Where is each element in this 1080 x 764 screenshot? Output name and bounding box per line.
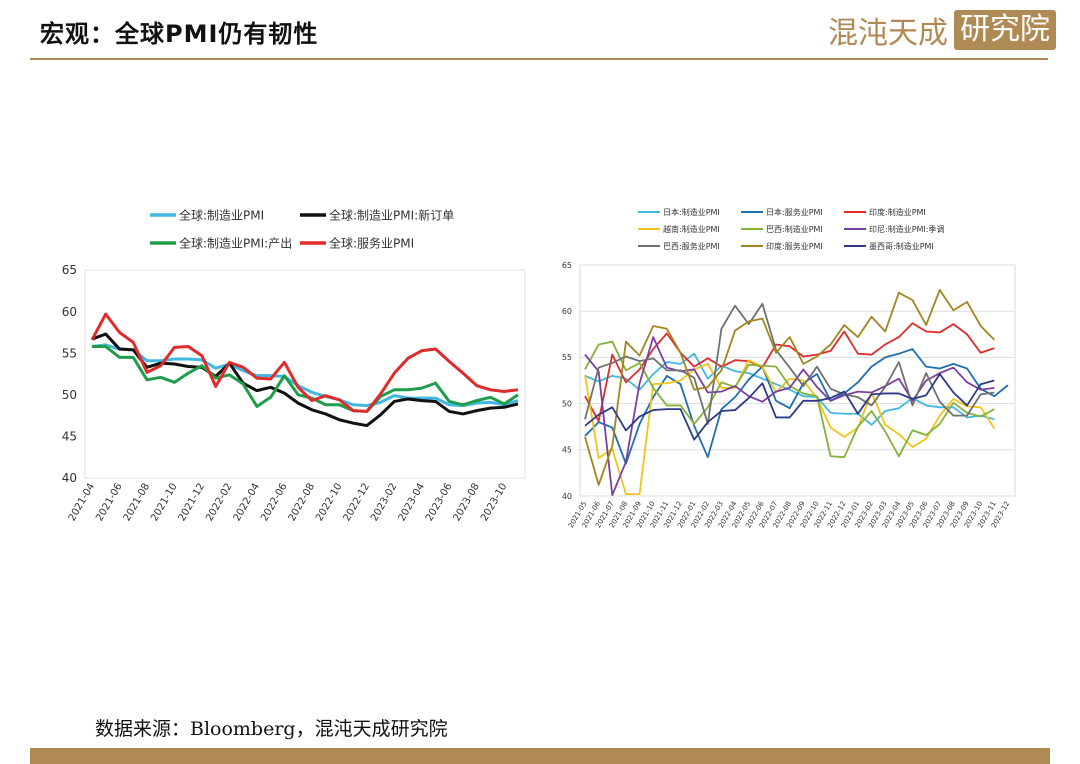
series-line [584, 340, 995, 459]
global-pmi-chart: 40 45 50 55 60 65 2021-042021-062021-082021-10… [62, 207, 526, 524]
legend-label: 巴西:服务业PMI [663, 241, 720, 251]
y-tick-label: 60 [62, 305, 77, 319]
legend-label: 印尼:制造业PMI:季调 [869, 224, 944, 234]
x-tick-label: 2021-06 [94, 482, 124, 524]
series-line [584, 302, 995, 425]
x-tick-label: 2022-10 [314, 482, 344, 524]
x-tick-label: 2022-12 [342, 482, 372, 524]
series-line [584, 336, 995, 496]
legend-label: 全球:服务业PMI [329, 235, 414, 250]
y-tick-label: 45 [62, 430, 77, 444]
y-tick-label: 65 [62, 263, 77, 277]
series-line [91, 332, 519, 428]
series-line [584, 373, 995, 441]
x-tick-label: 2023-08 [452, 482, 482, 524]
legend-label: 全球:制造业PMI:产出 [179, 235, 292, 250]
series-line [584, 289, 995, 486]
series-line [584, 359, 996, 496]
x-tick-label: 2023-10 [479, 482, 509, 524]
series-line [92, 345, 519, 413]
series-line [584, 352, 995, 426]
legend-label: 印度:制造业PMI [869, 207, 926, 217]
x-tick-label: 2023-04 [397, 482, 427, 524]
y-tick-label: 55 [62, 346, 77, 360]
x-tick-label: 2021-12 [177, 482, 207, 524]
y-tick-label: 40 [562, 492, 572, 501]
series-line [584, 322, 995, 423]
y-tick-label: 50 [562, 399, 572, 408]
legend-label: 越南:制造业PMI [663, 224, 720, 234]
y-tick-label: 65 [562, 261, 572, 270]
x-tick-label: 2022-02 [204, 482, 234, 524]
x-tick-label: 2021-08 [122, 482, 152, 524]
x-tick-label: 2022-08 [287, 482, 317, 524]
x-tick-label: 2022-04 [232, 482, 262, 524]
x-tick-label: 2021-10 [149, 482, 179, 524]
page-title: 宏观：全球PMI仍有韧性 [40, 20, 319, 48]
y-tick-label: 60 [562, 307, 572, 316]
x-tick-label: 2021-04 [67, 482, 97, 524]
legend-label: 全球:制造业PMI:新订单 [329, 207, 454, 222]
legend-label: 日本:服务业PMI [766, 207, 823, 217]
x-tick-label: 2023-02 [369, 482, 399, 524]
brand-name: 混沌天成 [828, 16, 948, 51]
legend-label: 日本:制造业PMI [663, 207, 720, 217]
header-divider [30, 58, 1048, 60]
brand-box: 研究院 [954, 10, 1056, 50]
y-tick-label: 40 [62, 471, 77, 485]
x-tick-label: 2022-06 [259, 482, 289, 524]
series-line [584, 348, 1009, 465]
brand-logo: 混沌天成 研究院 [828, 8, 1056, 52]
footer-bar [30, 748, 1050, 764]
legend-label: 墨西哥:制造业PMI [869, 241, 934, 251]
y-tick-label: 50 [62, 388, 77, 402]
legend-label: 印度:服务业PMI [766, 241, 823, 251]
series-line [90, 312, 519, 413]
y-tick-label: 45 [562, 446, 572, 455]
data-source: 数据来源：Bloomberg，混沌天成研究院 [95, 718, 448, 740]
country-pmi-chart: 4045505560652021-052021-062021-072021-08… [562, 207, 1016, 529]
x-tick-label: 2023-06 [424, 482, 454, 524]
legend-label: 全球:制造业PMI [179, 207, 264, 222]
plot-area [84, 269, 526, 479]
y-tick-label: 55 [562, 353, 572, 362]
legend-label: 巴西:制造业PMI [766, 224, 823, 234]
